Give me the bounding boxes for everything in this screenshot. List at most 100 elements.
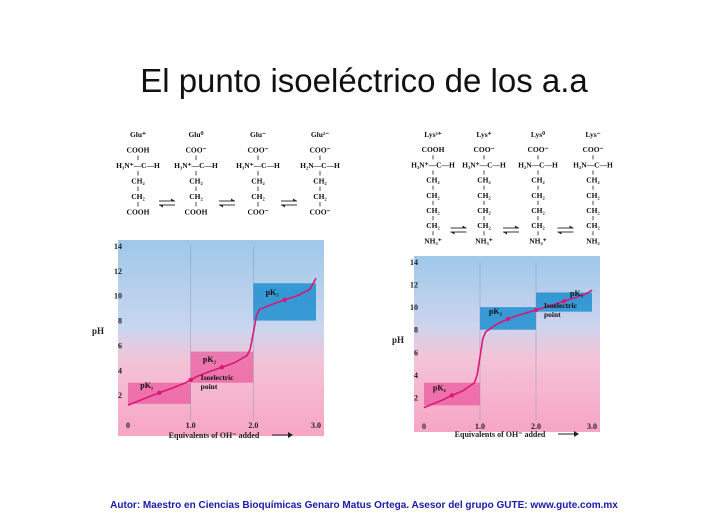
methylene-group: CH₂ xyxy=(313,177,327,186)
methylene-group: CH₂ xyxy=(131,192,145,201)
titration-curve xyxy=(423,289,593,409)
species-label: Lys²⁺ xyxy=(424,130,442,139)
methylene-group: CH₂ xyxy=(586,206,600,215)
y-tick-label: 12 xyxy=(410,281,418,290)
isoelectric-label-line2: point xyxy=(544,310,561,319)
equilibrium-arrowhead xyxy=(293,198,297,201)
methylene-group: CH₂ xyxy=(131,177,145,186)
annotation-point xyxy=(505,316,511,322)
isoelectric-label-line1: Isoelectric xyxy=(544,301,578,310)
alpha-carbon: H₃N⁺—C—H xyxy=(411,160,455,169)
carboxyl-group: COOH xyxy=(422,145,445,154)
x-axis-label: Equivalents of OH⁻ added xyxy=(455,430,546,439)
equilibrium-arrowhead xyxy=(159,205,163,208)
side-chain-end: NH₃⁺ xyxy=(529,236,546,245)
methylene-group: CH₂ xyxy=(426,221,440,230)
annotation-point xyxy=(561,298,567,304)
methylene-group: CH₂ xyxy=(426,176,440,185)
pk-label: pK₁ xyxy=(140,381,154,390)
pk-label: pK₂ xyxy=(489,307,503,316)
titration-curve xyxy=(127,277,317,406)
species-label: Glu⁰ xyxy=(188,130,204,139)
species-label: Lys⁰ xyxy=(531,130,546,139)
y-tick-label: 10 xyxy=(114,292,122,301)
x-tick-label: 2.0 xyxy=(531,422,541,431)
lys-structures: Lys²⁺ COOH H₃N⁺—C—H CH₂ CH₂ CH₂ CH₂ NH₃⁺ Lys⁺ COO… xyxy=(411,130,613,245)
glu-titration-chart: 2 4 6 8 10 12 14 0 1.0 2.0 3.0 pH Equivalents of OH⁻… xyxy=(92,240,324,440)
y-tick-label: 8 xyxy=(414,326,418,335)
plot-background xyxy=(414,256,600,432)
alpha-carbon: H₂N—C—H xyxy=(518,160,558,169)
x-tick-label: 0 xyxy=(126,421,130,430)
methylene-group: CH₂ xyxy=(531,191,545,200)
isoelectric-label-line2: point xyxy=(201,382,218,391)
alpha-carbon: H₂N—C—H xyxy=(573,160,613,169)
methylene-group: CH₂ xyxy=(586,221,600,230)
methylene-group: CH₂ xyxy=(189,177,203,186)
x-axis-label: Equivalents of OH⁻ added xyxy=(169,431,260,440)
y-tick-label: 2 xyxy=(118,391,122,400)
y-axis-label: pH xyxy=(392,335,404,345)
methylene-group: CH₂ xyxy=(531,206,545,215)
y-tick-label: 6 xyxy=(118,341,122,350)
x-tick-label: 1.0 xyxy=(475,422,485,431)
species-label: Glu⁻ xyxy=(250,130,266,139)
lys-titration-chart: 2 4 6 8 10 12 14 0 1.0 2.0 3.0 pH Equivalents of OH⁻… xyxy=(392,256,600,439)
side-chain-end: NH₃⁺ xyxy=(475,236,492,245)
carboxyl-group: COO⁻ xyxy=(473,145,494,154)
y-tick-label: 14 xyxy=(410,258,418,267)
y-tick-label: 4 xyxy=(414,371,418,380)
methylene-group: CH₂ xyxy=(586,176,600,185)
methylene-group: CH₂ xyxy=(477,191,491,200)
equilibrium-arrowhead xyxy=(569,225,574,228)
equilibrium-arrowhead xyxy=(219,205,223,208)
y-tick-label: 12 xyxy=(114,267,122,276)
annotation-point xyxy=(282,297,287,303)
equilibrium-arrowhead xyxy=(171,198,175,201)
slide-footer: Autor: Maestro en Ciencias Bioquímicas G… xyxy=(110,500,618,511)
pk-label: pK₃ xyxy=(266,288,280,297)
annotation-point xyxy=(188,377,193,383)
annotation-point xyxy=(533,307,539,313)
methylene-group: CH₂ xyxy=(477,176,491,185)
methylene-group: CH₂ xyxy=(477,221,491,230)
x-tick-label: 2.0 xyxy=(248,421,258,430)
methylene-group: CH₂ xyxy=(251,192,265,201)
species-label: Glu⁺ xyxy=(130,130,146,139)
equilibrium-arrowhead xyxy=(462,225,467,228)
carboxyl-group: COO⁻ xyxy=(527,145,548,154)
species-label: Lys⁺ xyxy=(476,130,491,139)
x-axis-arrowhead xyxy=(288,432,293,438)
side-chain-end: NH₂ xyxy=(586,236,600,245)
carboxyl-group: COO⁻ xyxy=(309,146,330,155)
equilibrium-arrowhead xyxy=(450,232,455,235)
x-tick-label: 1.0 xyxy=(186,421,196,430)
carboxyl-group: COOH xyxy=(127,146,150,155)
x-tick-label: 3.0 xyxy=(587,422,597,431)
side-chain-end: COOH xyxy=(185,208,208,217)
methylene-group: CH₂ xyxy=(313,192,327,201)
equilibrium-arrowhead xyxy=(281,205,285,208)
alpha-carbon: H₃N⁺—C—H xyxy=(462,160,506,169)
methylene-group: CH₂ xyxy=(426,191,440,200)
methylene-group: CH₂ xyxy=(189,192,203,201)
pk-label: pK₂ xyxy=(203,355,217,364)
glu-structures: Glu⁺ COOH H₃N⁺—C—H CH₂ CH₂ COOH Glu⁰ COO⁻ H₃N⁺—C… xyxy=(116,130,340,217)
methylene-group: CH₂ xyxy=(531,221,545,230)
species-label: Glu²⁻ xyxy=(311,130,329,139)
alpha-carbon: H₃N⁺—C—H xyxy=(174,161,218,170)
carboxyl-group: COO⁻ xyxy=(582,145,603,154)
y-tick-label: 8 xyxy=(118,317,122,326)
equilibrium-arrowhead xyxy=(503,232,507,235)
annotation-point xyxy=(449,393,455,398)
side-chain-end: COO⁻ xyxy=(247,208,268,217)
alpha-carbon: H₃N⁺—C—H xyxy=(236,161,280,170)
x-tick-label: 3.0 xyxy=(311,421,321,430)
y-tick-label: 4 xyxy=(118,366,122,375)
y-tick-label: 10 xyxy=(410,303,418,312)
carboxyl-group: COO⁻ xyxy=(247,146,268,155)
pk-label: pK₃ xyxy=(570,289,584,298)
isoelectric-label-line1: Isoelectric xyxy=(201,373,235,382)
equilibrium-arrowhead xyxy=(231,198,235,201)
